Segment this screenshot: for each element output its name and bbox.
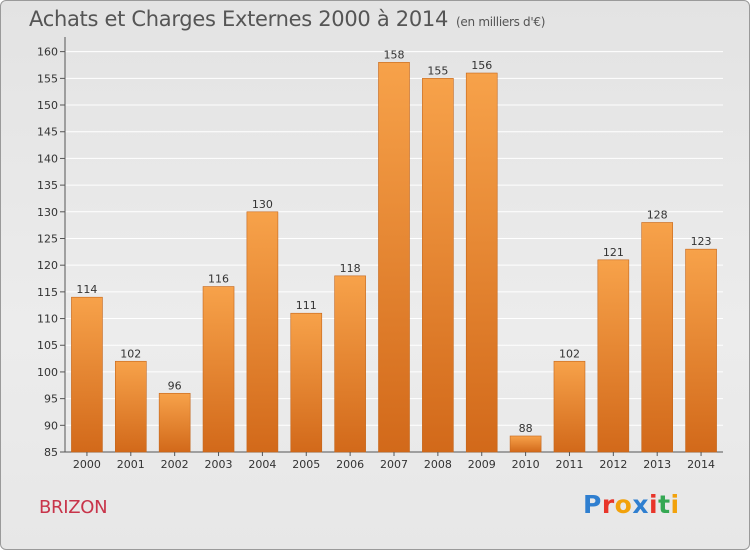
bar-value-label: 118 [340,262,361,275]
y-tick-label: 115 [37,286,58,299]
y-tick-label: 130 [37,206,58,219]
bar [422,78,454,453]
value-labels: 114 102 96 116 130 111 118 158 155 156 88 102 121 128… [76,48,711,435]
bar [509,435,542,453]
bar-value-label: 121 [603,246,624,259]
x-tick-label: 2012 [599,458,627,471]
bar-value-label: 102 [559,347,580,360]
y-tick-label: 160 [37,46,58,59]
x-tick-label: 2009 [468,458,496,471]
y-tick-label: 120 [37,259,58,272]
bar [597,259,630,453]
bar-value-label: 128 [647,208,668,221]
proxiti-logo: Proxiti [583,490,680,519]
bar [553,360,586,453]
x-tick-label: 2006 [336,458,364,471]
y-tick-label: 100 [37,366,58,379]
logo-letter: t [658,490,671,519]
x-tick-label: 2011 [555,458,583,471]
x-tick-label: 2014 [687,458,715,471]
bar-value-label: 111 [296,299,317,312]
bar [202,286,235,453]
bar [246,211,279,453]
bar-value-label: 102 [120,347,141,360]
y-tick-label: 140 [37,152,58,165]
bar-value-label: 114 [76,283,97,296]
logo-letter: P [583,490,602,519]
y-tick-label: 105 [37,339,58,352]
bar [685,248,717,453]
logo-letter: r [601,490,615,519]
logo-letter: i [670,490,680,519]
bar-value-label: 96 [168,379,182,392]
bar-value-label: 156 [471,59,492,72]
bar-value-label: 130 [252,198,273,211]
logo-letter: o [614,490,633,519]
y-tick-label: 125 [37,232,58,245]
bar [290,312,323,453]
bar [641,222,674,453]
y-tick-label: 145 [37,126,58,139]
bar-value-label: 116 [208,273,229,286]
x-tick-label: 2004 [248,458,276,471]
bar [71,296,103,453]
x-tick-label: 2003 [205,458,233,471]
logo-letter: i [649,490,659,519]
bar [115,360,147,453]
bars [71,62,717,453]
bar [158,392,191,453]
y-tick-label: 90 [44,419,58,432]
x-tick-label: 2013 [643,458,671,471]
y-tick-label: 155 [37,72,58,85]
y-tick-label: 110 [37,313,58,326]
x-tick-label: 2010 [512,458,540,471]
x-tick-label: 2002 [161,458,189,471]
chart-title: Achats et Charges Externes 2000 à 2014 (e… [29,7,545,31]
x-tick-label: 2007 [380,458,408,471]
chart-subtitle: (en milliers d'€) [456,15,546,29]
x-tick-label: 2008 [424,458,452,471]
logo-letter: x [632,490,649,519]
y-tick-label: 95 [44,393,58,406]
y-tick-label: 150 [37,99,58,112]
bar-value-label: 155 [427,64,448,77]
commune-name: BRIZON [39,497,108,518]
bar [378,62,410,453]
x-tick-label: 2005 [292,458,320,471]
y-tick-label: 85 [44,446,58,459]
bar-value-label: 123 [691,235,712,248]
x-tick-label: 2000 [73,458,101,471]
bar [334,275,366,453]
y-tick-label: 135 [37,179,58,192]
bar-value-label: 88 [519,422,533,435]
x-tick-label: 2001 [117,458,145,471]
x-axis-labels: 2000 2001 2002 2003 2004 2005 2006 2007 2008 2009… [73,452,715,471]
bar-value-label: 158 [384,48,405,61]
bar [465,72,498,453]
chart-title-text: Achats et Charges Externes 2000 à 2014 [29,7,449,31]
